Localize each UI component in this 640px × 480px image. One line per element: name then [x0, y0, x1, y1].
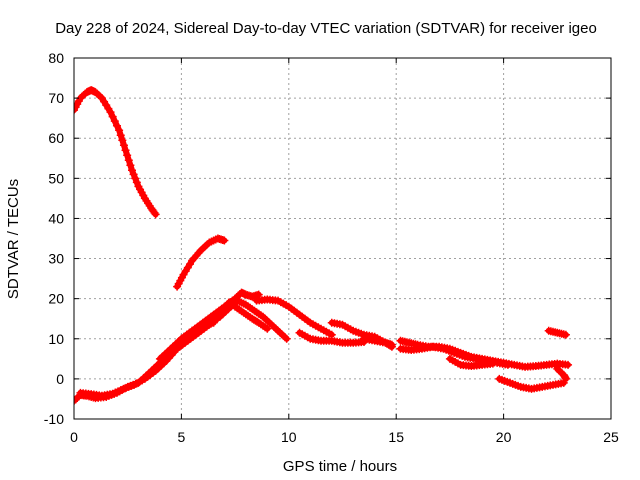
data-point [123, 151, 132, 160]
data-point [115, 126, 124, 135]
data-point [561, 374, 570, 383]
data-point [129, 170, 138, 179]
data-point [220, 236, 229, 245]
data-point [282, 334, 291, 343]
data-point [150, 208, 159, 217]
data-point [263, 324, 272, 333]
x-axis-title: GPS time / hours [283, 458, 397, 475]
y-tick-label: 70 [48, 90, 64, 106]
data-point [106, 108, 115, 117]
data-point [127, 166, 136, 175]
y-tick-label: 60 [48, 130, 64, 146]
data-point [108, 112, 117, 121]
data-point [112, 121, 121, 130]
x-tick-label: 20 [496, 429, 512, 445]
data-point [561, 330, 570, 339]
y-tick-label: 50 [48, 170, 64, 186]
data-point [132, 178, 141, 187]
y-axis-title: SDTVAR / TECUs [5, 179, 22, 299]
data-point [116, 131, 125, 140]
x-tick-label: 10 [281, 429, 297, 445]
x-tick-label: 25 [603, 429, 619, 445]
data-point [131, 174, 140, 183]
data-point [387, 340, 396, 349]
data-point [119, 141, 128, 150]
data-point [118, 136, 127, 145]
series-layer [74, 86, 573, 405]
y-tick-label: 80 [48, 50, 64, 66]
data-point [564, 360, 573, 369]
x-tick-label: 5 [178, 429, 186, 445]
data-point [281, 333, 290, 342]
y-tick-label: 20 [48, 291, 64, 307]
chart-title: Day 228 of 2024, Sidereal Day-to-day VTE… [55, 20, 597, 37]
data-point [503, 360, 512, 369]
plot-frame [73, 57, 612, 420]
data-point [110, 117, 119, 126]
data-point [96, 92, 105, 101]
series-line-arc-2 [174, 235, 228, 290]
data-point [488, 359, 497, 368]
y-tick-label: 0 [56, 371, 64, 387]
x-tick-label: 0 [70, 429, 78, 445]
data-point [151, 210, 160, 219]
y-tick-label: -10 [44, 411, 64, 427]
data-point [121, 146, 130, 155]
y-tick-label: 30 [48, 251, 64, 267]
data-point [124, 156, 133, 165]
data-point [209, 318, 218, 327]
data-point [74, 106, 78, 115]
y-tick-label: 40 [48, 210, 64, 226]
grid-layer [74, 58, 611, 419]
x-tick-label: 15 [388, 429, 404, 445]
y-tick-label: 10 [48, 331, 64, 347]
data-point [126, 161, 135, 170]
tick-layer: 0 5 10 15 20 25 -10 0 10 20 30 40 50 60 70 80 [44, 50, 619, 445]
